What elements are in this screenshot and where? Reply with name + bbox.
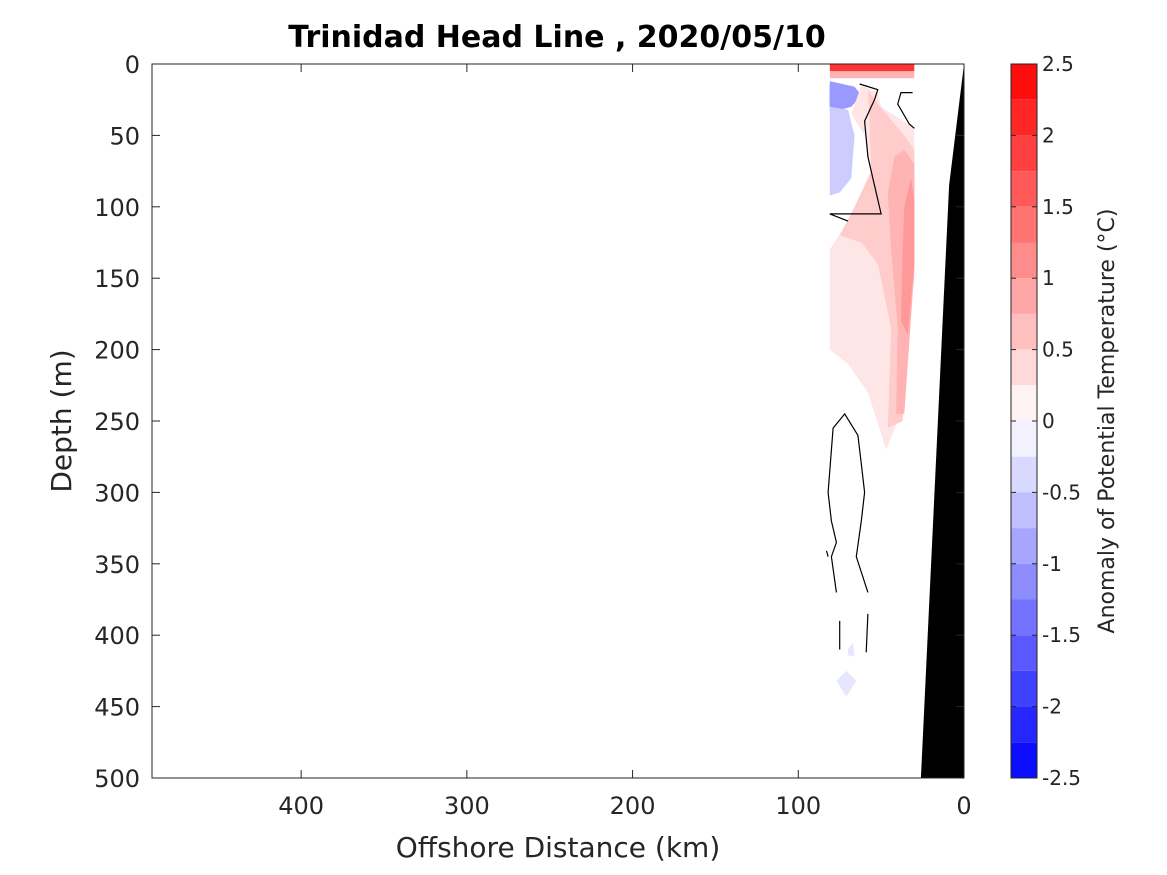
plot-area: 0 50 100 150 200 250 300 350 400 450 500 400 300 200 1… — [94, 51, 971, 820]
anomaly-patch — [829, 106, 855, 196]
colorbar-tick-label: -2.5 — [1042, 766, 1081, 790]
colorbar-tick-label: 1.5 — [1042, 195, 1074, 219]
colorbar-tick-label: 0.5 — [1042, 338, 1074, 362]
x-tick-label: 200 — [610, 792, 656, 820]
colorbar-band — [1011, 313, 1037, 350]
anomaly-patch — [848, 642, 855, 657]
zero-contour-line — [829, 213, 849, 222]
colorbar-label: Anomaly of Potential Temperature (°C) — [1095, 209, 1120, 634]
colorbar-tick-label: -1 — [1042, 552, 1062, 576]
y-axis-label: Depth (m) — [45, 349, 78, 492]
y-tick-label: 400 — [94, 622, 140, 650]
colorbar-tick-label: -1.5 — [1042, 623, 1081, 647]
y-tick-label: 250 — [94, 408, 140, 436]
colorbar-band — [1011, 742, 1037, 778]
colorbar-band — [1011, 599, 1037, 636]
colorbar-band — [1011, 171, 1037, 207]
colorbar-band — [1011, 206, 1037, 243]
colorbar-band — [1011, 706, 1037, 743]
zero-contour-line — [897, 91, 915, 129]
colorbar-band — [1011, 635, 1037, 671]
zero-contour-line — [865, 613, 869, 653]
colorbar-band — [1011, 99, 1037, 136]
y-tick-label: 200 — [94, 337, 140, 365]
zero-contour-line — [829, 83, 882, 215]
colorbar-tick-label: 1 — [1042, 266, 1055, 290]
chart-title: Trinidad Head Line , 2020/05/10 — [288, 20, 825, 55]
anomaly-patch — [829, 71, 915, 79]
colorbar-band — [1011, 456, 1037, 493]
colorbar-band — [1011, 64, 1037, 100]
zero-contour-line — [827, 412, 869, 593]
plot-background — [152, 64, 964, 778]
x-tick-label: 400 — [278, 792, 324, 820]
y-tick-label: 500 — [94, 765, 140, 793]
x-tick-label: 300 — [444, 792, 490, 820]
colorbar-band — [1011, 385, 1037, 421]
colorbar-band — [1011, 492, 1037, 529]
colorbar-tick-label: 0 — [1042, 409, 1055, 433]
zero-contour-line — [827, 492, 838, 593]
y-tick-label: 0 — [125, 51, 140, 79]
anomaly-patch — [836, 670, 857, 697]
colorbar-band — [1011, 278, 1037, 314]
y-tick-label: 50 — [109, 122, 140, 150]
colorbar-band — [1011, 349, 1037, 386]
colorbar-band — [1011, 135, 1037, 172]
colorbar-band — [1011, 528, 1037, 564]
bathymetry-shelf — [920, 64, 964, 778]
anomaly-patch — [829, 81, 862, 113]
zero-contour-line — [825, 550, 829, 557]
x-tick-label: 0 — [956, 792, 971, 820]
y-tick-label: 450 — [94, 694, 140, 722]
colorbar-tick-label: 2.5 — [1042, 52, 1074, 76]
y-tick-label: 100 — [94, 194, 140, 222]
colorbar-band — [1011, 421, 1037, 457]
colorbar-band — [1011, 563, 1037, 600]
anomaly-patch — [901, 178, 915, 336]
x-tick-label: 100 — [775, 792, 821, 820]
y-tick-label: 300 — [94, 479, 140, 507]
y-tick-label: 150 — [94, 265, 140, 293]
colorbar-tick-label: 2 — [1042, 123, 1055, 147]
colorbar-band — [1011, 670, 1037, 707]
colorbar-tick-label: -0.5 — [1042, 480, 1081, 504]
colorbar-band — [1011, 242, 1037, 279]
x-axis-label: Offshore Distance (km) — [396, 831, 721, 864]
colorbar-tick-label: -2 — [1042, 695, 1062, 719]
colorbar: 2.5 2 1.5 1 0.5 0 -0.5 -1 -1.5 -2 -2.5 — [1010, 52, 1081, 790]
y-tick-label: 350 — [94, 551, 140, 579]
